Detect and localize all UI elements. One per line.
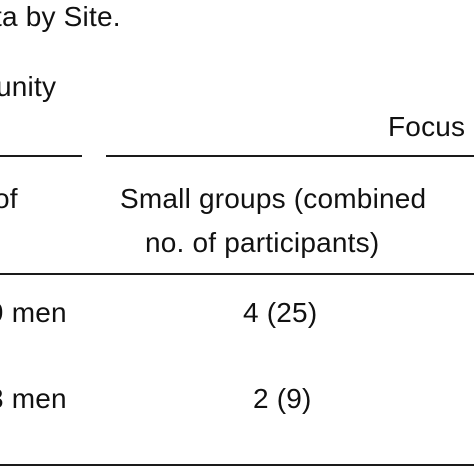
table-caption: ta by Site. bbox=[0, 1, 121, 32]
header-bottom-rule bbox=[0, 273, 474, 275]
row1-col2: 4 (25) bbox=[243, 297, 318, 328]
row2-col2: 2 (9) bbox=[253, 383, 312, 414]
subheader-col1-fragment: of bbox=[0, 183, 18, 214]
row2-col1-fragment: 3 men bbox=[0, 383, 67, 414]
col2-header-rule bbox=[106, 155, 474, 157]
col1-header-rule bbox=[0, 155, 82, 157]
header-col2-fragment: Focus bbox=[388, 111, 466, 142]
table-bottom-rule bbox=[0, 464, 474, 466]
row1-col1-fragment: 9 men bbox=[0, 297, 67, 328]
header-col1-fragment: unity bbox=[0, 71, 57, 102]
subheader-col2-line1: Small groups (combined bbox=[120, 183, 427, 214]
subheader-col2-line2: no. of participants) bbox=[145, 227, 380, 258]
